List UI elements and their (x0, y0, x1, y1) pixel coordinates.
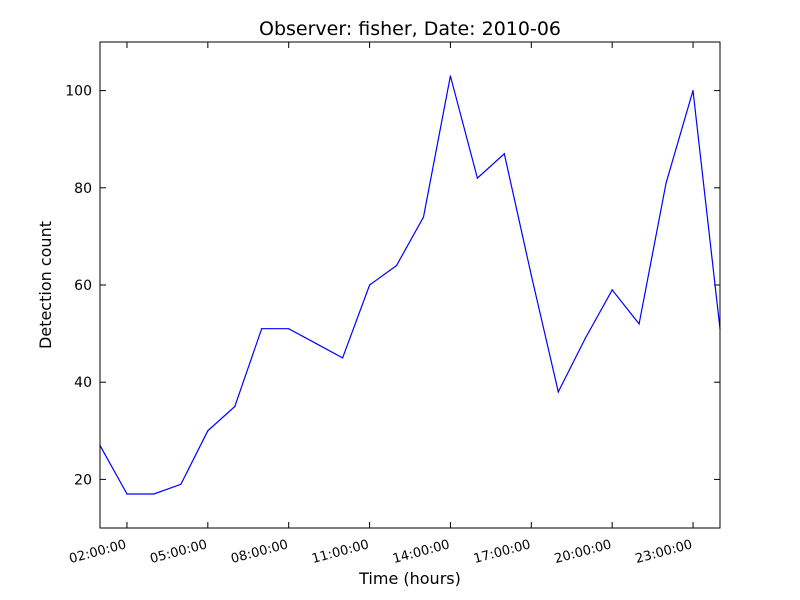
data-point (638, 323, 640, 325)
plot-frame (99, 41, 721, 529)
x-tick-label: 23:00:00 (634, 537, 694, 567)
data-point (449, 75, 452, 77)
data-point (315, 342, 317, 344)
data-point (153, 493, 155, 495)
data-point (368, 284, 371, 286)
x-tick-label: 02:00:00 (68, 537, 128, 567)
x-tick-label: 11:00:00 (310, 537, 370, 567)
x-tick-label: 05:00:00 (149, 537, 209, 567)
data-point (503, 153, 505, 155)
data-point (342, 357, 344, 359)
y-tick-label: 80 (74, 181, 92, 197)
data-point (207, 430, 209, 432)
data-point (665, 182, 667, 184)
x-tick-label: 14:00:00 (391, 537, 451, 567)
data-point (476, 177, 478, 179)
data-point (692, 90, 694, 92)
y-tick-label: 100 (65, 84, 92, 100)
data-point (422, 216, 425, 218)
y-axis-label: Detection count (36, 221, 55, 349)
data-point (180, 483, 182, 485)
chart-title: Observer: fisher, Date: 2010-06 (259, 18, 561, 40)
data-point (261, 328, 263, 330)
data-point (611, 289, 613, 291)
data-point (126, 493, 128, 495)
data-point (530, 274, 532, 276)
plot-area-background (100, 42, 720, 528)
y-tick-label: 40 (74, 375, 92, 391)
data-point (288, 328, 290, 330)
x-tick-label: 20:00:00 (553, 537, 613, 567)
x-axis-label: Time (hours) (358, 569, 461, 588)
y-axis-ticks: 20 40 60 80 100 (65, 84, 720, 488)
data-point (234, 405, 236, 408)
x-tick-label: 17:00:00 (472, 537, 532, 567)
y-tick-label: 60 (74, 278, 92, 294)
x-tick-label: 08:00:00 (229, 537, 289, 567)
y-tick-label: 20 (74, 472, 92, 488)
data-point (584, 337, 586, 340)
data-point (557, 391, 559, 393)
series-line (99, 75, 721, 495)
data-point (395, 264, 398, 267)
